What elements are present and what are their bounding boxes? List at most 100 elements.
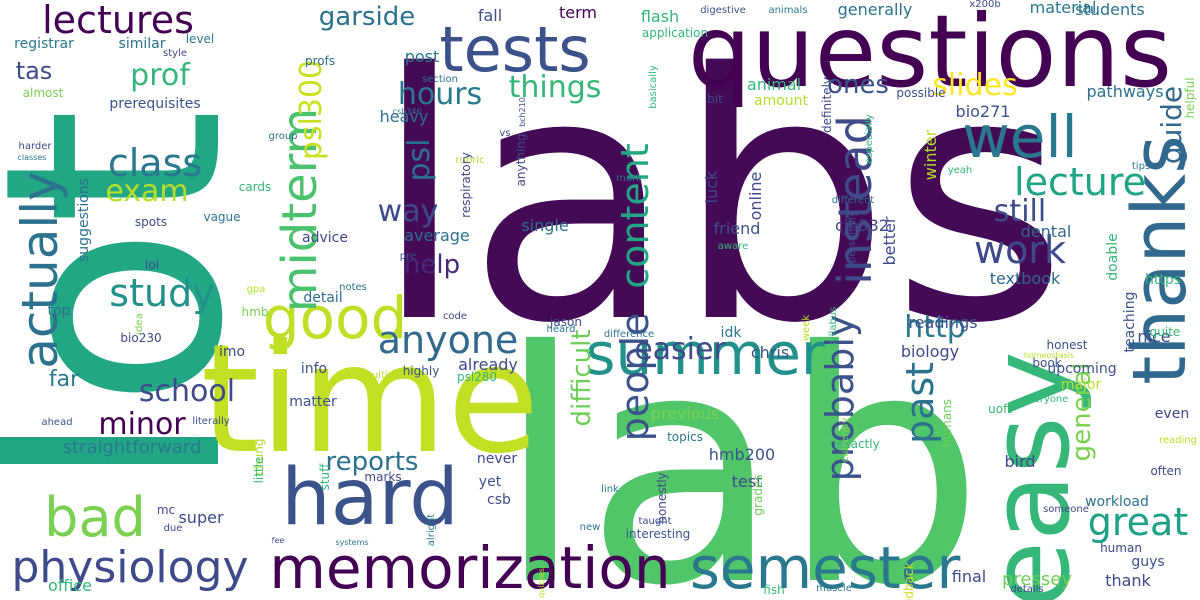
word-muscle: muscle xyxy=(816,583,852,594)
word-nice: nice xyxy=(1137,327,1171,346)
word-way: way xyxy=(377,194,439,229)
word-semester: semester xyxy=(689,534,961,600)
word-heard: heard xyxy=(546,324,576,335)
word-notes: notes xyxy=(339,282,367,293)
word-fish: fish xyxy=(763,583,785,597)
word-code: code xyxy=(442,311,468,322)
word-lab: lab xyxy=(495,284,985,600)
word-biology: biology xyxy=(900,342,960,361)
word-x200b: x200b xyxy=(969,0,1001,10)
word-pathways: pathways xyxy=(1086,82,1164,101)
word-idea: idea xyxy=(134,313,145,335)
word-harder: harder xyxy=(18,141,52,152)
word-https: https xyxy=(1144,272,1182,288)
word-actually: actually xyxy=(11,171,69,369)
word-aware: aware xyxy=(717,241,749,252)
word-bird: bird xyxy=(1004,452,1036,471)
word-physiology: physiology xyxy=(11,542,249,593)
word-good: good xyxy=(262,284,408,352)
word-test: test xyxy=(731,472,763,491)
word-still: still xyxy=(993,194,1047,229)
word-term: term xyxy=(559,3,597,22)
word-slides: slides xyxy=(932,68,1018,103)
word-style: style xyxy=(163,48,187,59)
word-hmb: hmb xyxy=(241,305,269,319)
word-hmb200: hmb200 xyxy=(708,445,776,464)
word-thank: thank xyxy=(1105,571,1151,590)
word-winter: winter xyxy=(921,129,940,181)
word-memorization: memorization xyxy=(269,534,671,600)
word-past: past xyxy=(898,361,942,445)
word-respiratory: respiratory xyxy=(459,152,473,218)
word-labs: labs xyxy=(372,2,1068,398)
word-generally: generally xyxy=(837,0,913,19)
word-textbook: textbook xyxy=(989,269,1061,288)
word-csb346: csb346 xyxy=(392,107,422,116)
word-week: week xyxy=(801,314,812,342)
word-students: students xyxy=(1075,0,1145,19)
word-similar: similar xyxy=(118,36,166,52)
word-final: final xyxy=(951,567,987,586)
word-alright: alright xyxy=(426,513,437,547)
word-csb: csb xyxy=(487,492,511,508)
word-group: group xyxy=(268,131,298,142)
word-tuition: tuition xyxy=(367,370,401,381)
word-suggestions: suggestions xyxy=(76,178,92,262)
word-luck: luck xyxy=(702,170,721,204)
word-anyone: anyone xyxy=(377,318,519,362)
word-summer: summer xyxy=(585,320,825,388)
word-far: far xyxy=(48,367,80,392)
word-gpa: gpa xyxy=(246,284,266,295)
word-humans: humans xyxy=(940,398,954,448)
word-study: study xyxy=(109,271,215,315)
word-garside: garside xyxy=(318,2,416,32)
word-flash: flash xyxy=(640,7,680,26)
word-http: http xyxy=(904,310,966,345)
word-upcoming: upcoming xyxy=(1047,361,1117,377)
word-cjh332: cjh332 xyxy=(835,216,889,235)
word-classes: classes xyxy=(17,153,47,162)
word-anything: anything xyxy=(514,133,528,187)
word-details: details xyxy=(1010,584,1044,595)
word-basically: basically xyxy=(648,65,659,109)
word-taught: taught xyxy=(638,516,672,527)
word-uoft: uoft xyxy=(988,402,1012,416)
word-section: section xyxy=(421,74,459,85)
word-lol: lol xyxy=(144,258,160,272)
word-jason: jason xyxy=(550,315,582,329)
word-teaching: teaching xyxy=(1122,291,1138,353)
word-already: already xyxy=(458,355,518,374)
word-mark: mark xyxy=(616,173,642,184)
word-rubric: rubric xyxy=(455,155,485,166)
word-help: help xyxy=(403,250,461,280)
word-super: super xyxy=(178,508,224,527)
word-cards: cards xyxy=(238,180,272,194)
word-feedback: feedback xyxy=(902,562,916,600)
word-human: human xyxy=(1100,541,1142,555)
word-due: due xyxy=(163,523,183,534)
word-personally: personally xyxy=(847,211,858,263)
word-imo: imo xyxy=(218,344,246,360)
word-someone: someone xyxy=(1043,504,1089,515)
word-school: school xyxy=(138,374,236,409)
word-literally: literally xyxy=(192,416,230,427)
word-heavy: heavy xyxy=(379,107,429,126)
word-definitely: definitely xyxy=(820,76,834,134)
word-currently: currently xyxy=(840,417,851,463)
word-helpful: helpful xyxy=(1183,77,1197,119)
word-spots: spots xyxy=(134,215,168,229)
word-pre: pre xyxy=(399,251,417,262)
word-friend: friend xyxy=(713,219,761,238)
word-ahead: ahead xyxy=(41,417,73,428)
word-almost: almost xyxy=(22,86,64,100)
word-office: office xyxy=(48,576,92,595)
word-online: online xyxy=(746,171,765,221)
word-info: info xyxy=(300,361,328,377)
word-application: application xyxy=(641,26,709,40)
word-advice: advice xyxy=(302,230,348,246)
word-everyone: everyone xyxy=(1021,394,1069,405)
word-workload: workload xyxy=(1085,494,1149,510)
word-animals: animals xyxy=(768,5,808,16)
word-well: well xyxy=(962,103,1078,171)
word-level: level xyxy=(185,32,215,46)
